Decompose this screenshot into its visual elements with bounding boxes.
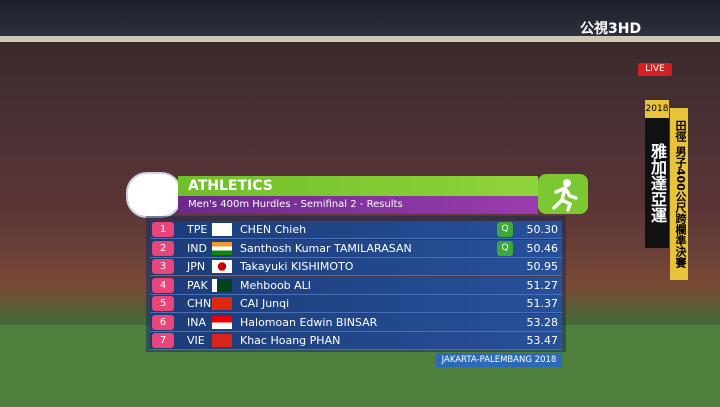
flag (212, 223, 232, 236)
time: 50.95 (526, 260, 559, 273)
header-title: ATHLETICS (178, 176, 538, 196)
rank: 5 (152, 296, 174, 311)
time: 50.30 (526, 223, 559, 236)
channel-logo: 公視3HD (580, 21, 642, 37)
athlete-name: Mehboob ALI (240, 278, 312, 292)
result-row: 2 IND Santhosh Kumar TAMILARASAN Q 50.46 (150, 239, 562, 258)
country-code: TPE (187, 223, 208, 236)
athlete-name: Halomoan Edwin BINSAR (240, 315, 378, 329)
flag (212, 278, 232, 292)
stadium-lights (0, 36, 720, 42)
result-row: 6 INA Halomoan Edwin BINSAR 53.28 (150, 313, 562, 332)
flag (212, 297, 232, 310)
flag (212, 260, 232, 273)
time: 53.47 (526, 334, 559, 347)
flag-row (0, 0, 720, 38)
time: 50.46 (526, 241, 559, 255)
live-badge: LIVE (638, 63, 672, 76)
games-name: 雅加達亞運 (645, 118, 669, 248)
result-row: 4 PAK Mehboob ALI 51.27 (150, 276, 562, 295)
result-row: 3 JPN Takayuki KISHIMOTO 50.95 (150, 258, 562, 276)
country-code: IND (187, 241, 207, 255)
athlete-name: CAI Junqi (240, 297, 290, 310)
athlete-name: Santhosh Kumar TAMILARASAN (240, 241, 412, 255)
rank: 4 (152, 277, 174, 293)
qualified-badge: Q (497, 240, 513, 256)
athlete-name: Takayuki KISHIMOTO (240, 260, 354, 273)
country-code: INA (187, 315, 206, 329)
rank: 7 (152, 333, 174, 348)
rank: 2 (152, 240, 174, 256)
time: 51.37 (526, 297, 559, 310)
country-code: VIE (187, 334, 205, 347)
flag (212, 334, 232, 347)
country-code: CHN (187, 297, 212, 310)
time: 51.27 (526, 278, 559, 292)
event-name: 田徑 男子400公尺跨欄準決賽 (670, 108, 688, 280)
qualified-badge: Q (497, 222, 513, 237)
rank: 6 (152, 314, 174, 330)
result-row: 7 VIE Khac Hoang PHAN 53.47 (150, 332, 562, 350)
result-row: 5 CHN CAI Junqi 51.37 (150, 295, 562, 313)
flag (212, 315, 232, 329)
flag (212, 241, 232, 255)
athlete-name: CHEN Chieh (240, 223, 307, 236)
header-subtitle: Men's 400m Hurdles - Semifinal 2 - Resul… (178, 196, 538, 214)
runner-icon (552, 179, 578, 212)
rank: 1 (152, 222, 174, 237)
athlete-name: Khac Hoang PHAN (240, 334, 341, 347)
country-code: PAK (187, 278, 208, 292)
footer-label: JAKARTA-PALEMBANG 2018 (436, 353, 562, 367)
country-code: JPN (187, 260, 206, 273)
result-row: 1 TPE CHEN Chieh Q 50.30 (150, 221, 562, 239)
time: 53.28 (526, 315, 559, 329)
rank: 3 (152, 259, 174, 274)
year: 2018 (645, 100, 669, 118)
sport-icon (538, 174, 588, 214)
games-logo (126, 172, 182, 218)
